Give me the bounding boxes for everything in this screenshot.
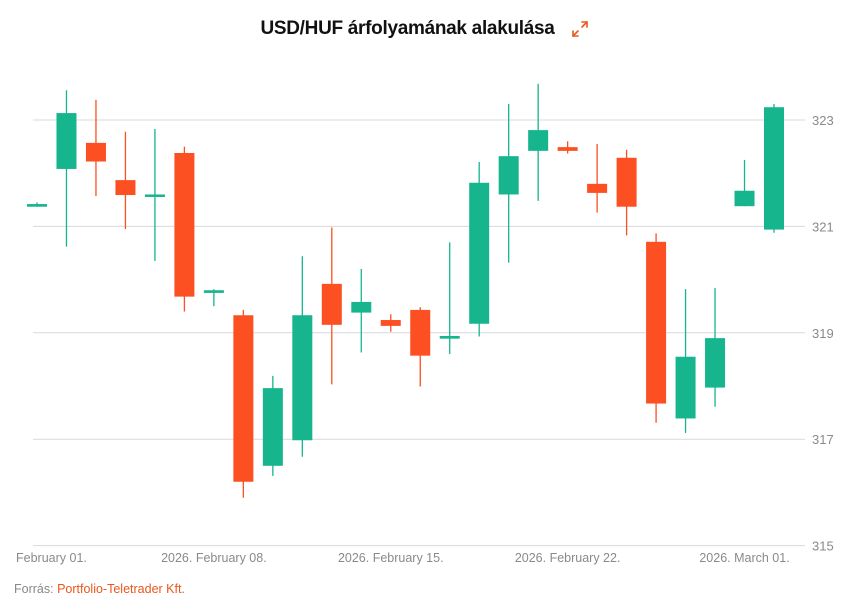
candle-2026-02-15[interactable]	[380, 314, 401, 332]
chart-title: USD/HUF árfolyamának alakulása	[0, 18, 850, 40]
candle-body	[380, 320, 401, 326]
candle-2026-02-24[interactable]	[616, 149, 637, 236]
candle-body	[675, 356, 696, 419]
y-tick-label: 321	[812, 219, 834, 234]
candle-body	[646, 241, 667, 404]
candle-2026-02-17[interactable]	[439, 242, 460, 355]
candle-2026-02-26[interactable]	[675, 289, 696, 433]
candle-body	[56, 113, 77, 169]
candle-body	[27, 204, 47, 207]
candle-2026-02-12[interactable]	[321, 227, 342, 385]
candle-2026-02-13[interactable]	[351, 268, 372, 353]
candle-2026-03-02[interactable]	[764, 104, 784, 233]
candle-2026-02-04[interactable]	[115, 131, 136, 230]
candle-2026-02-16[interactable]	[410, 307, 431, 387]
candle-2026-03-01[interactable]	[734, 159, 755, 207]
candle-body	[144, 194, 165, 197]
y-tick-label: 323	[812, 113, 834, 128]
candle-2026-02-20[interactable]	[528, 83, 549, 201]
candle-body	[410, 309, 431, 356]
y-axis-labels: 315 317 319 321 323	[812, 113, 834, 554]
candle-body	[174, 152, 195, 297]
candle-body	[439, 335, 460, 339]
candle-2026-02-02[interactable]	[56, 90, 77, 247]
y-tick-label: 315	[812, 539, 834, 554]
candle-2026-02-08[interactable]	[203, 289, 224, 307]
candle-body	[557, 147, 578, 151]
candle-2026-02-22[interactable]	[557, 141, 578, 154]
candle-2026-02-06[interactable]	[174, 146, 195, 312]
candle-2026-02-11[interactable]	[292, 256, 313, 457]
candle-2026-02-25[interactable]	[646, 233, 667, 423]
source-link[interactable]: Portfolio-Teletrader Kft.	[57, 582, 185, 596]
candle-2026-02-03[interactable]	[85, 99, 106, 197]
x-tick-label: 2026. February 22.	[515, 551, 621, 565]
candle-body	[115, 180, 136, 196]
candle-body	[233, 315, 254, 482]
y-tick-label: 317	[812, 432, 834, 447]
y-tick-label: 319	[812, 326, 834, 341]
x-tick-label: 2026. February 08.	[161, 551, 267, 565]
candle-2026-02-23[interactable]	[587, 143, 608, 213]
candle-body	[469, 182, 490, 324]
candle-2026-02-27[interactable]	[705, 288, 726, 407]
source-footer: Forrás: Portfolio-Teletrader Kft.	[14, 582, 185, 596]
candle-2026-02-10[interactable]	[262, 375, 283, 476]
candle-body	[616, 157, 637, 207]
candle-body	[321, 283, 342, 325]
candles	[27, 83, 784, 498]
gridlines	[33, 119, 805, 547]
candle-2026-02-05[interactable]	[144, 129, 165, 261]
candle-body	[498, 156, 519, 195]
candle-body	[85, 142, 106, 162]
candle-body	[705, 338, 726, 388]
chart-title-text: USD/HUF árfolyamának alakulása	[260, 18, 555, 39]
candle-2026-02-18[interactable]	[469, 162, 490, 337]
candle-body	[528, 130, 549, 151]
candle-body	[734, 190, 755, 207]
x-tick-label: February 01.	[16, 551, 87, 565]
x-axis-labels: February 01. 2026. February 08. 2026. Febr…	[16, 551, 790, 565]
x-tick-label: 2026. February 15.	[338, 551, 444, 565]
candle-body	[764, 107, 784, 230]
source-label: Forrás:	[14, 582, 54, 596]
candle-body	[351, 301, 372, 313]
expand-icon[interactable]	[570, 19, 590, 39]
candle-2026-02-09[interactable]	[233, 309, 254, 498]
candle-body	[262, 388, 283, 466]
candle-body	[587, 183, 608, 193]
x-tick-label: 2026. March 01.	[699, 551, 789, 565]
candle-2026-02-01[interactable]	[27, 202, 47, 207]
candle-2026-02-19[interactable]	[498, 104, 519, 263]
candle-body	[292, 315, 313, 441]
candle-body	[203, 290, 224, 293]
